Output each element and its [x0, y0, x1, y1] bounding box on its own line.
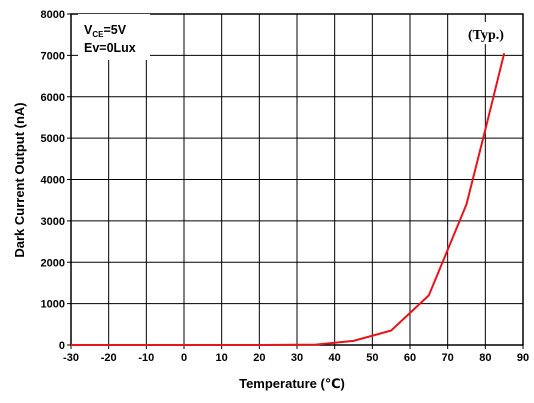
- condition-ev-label: Ev=0Lux: [84, 41, 136, 55]
- x-tick-label: -30: [63, 352, 79, 364]
- x-tick-label: 40: [329, 352, 341, 364]
- series-layer: [71, 53, 506, 346]
- x-tick-label: -10: [138, 352, 154, 364]
- typical-label-background: [464, 22, 520, 44]
- y-tick-label: 1000: [41, 299, 65, 311]
- y-axis-title: Dark Current Output (nA): [12, 102, 27, 257]
- y-tick-label: 5000: [41, 133, 65, 145]
- y-tick-label: 7000: [41, 50, 65, 62]
- y-tick-label: 3000: [41, 216, 65, 228]
- typical-label: (Typ.): [468, 28, 504, 43]
- x-tick-label: 30: [291, 352, 303, 364]
- x-tick-label: 90: [517, 352, 529, 364]
- x-tick-label: 80: [479, 352, 491, 364]
- y-tick-label: 8000: [41, 9, 65, 21]
- x-tick-label: 70: [442, 352, 454, 364]
- x-tick-label: 50: [366, 352, 378, 364]
- axes: -30 -20 -10 0 10 20 30 40 50 60 70 80 90 0 1000 2000 300…: [41, 9, 530, 364]
- grid: [71, 14, 523, 345]
- x-tick-label: 10: [216, 352, 228, 364]
- y-tick-label: 0: [59, 340, 65, 352]
- y-tick-label: 2000: [41, 257, 65, 269]
- x-axis-title: Temperature (℃): [239, 376, 345, 391]
- y-tick-label: 4000: [41, 175, 65, 187]
- condition-label-background: [78, 14, 150, 60]
- x-tick-label: 20: [253, 352, 265, 364]
- x-tick-label: -20: [101, 352, 117, 364]
- y-tick-label: 6000: [41, 92, 65, 104]
- condition-vce-label: VCE=5V: [84, 23, 127, 39]
- dark-current-line: [71, 53, 506, 346]
- x-tick-label: 60: [404, 352, 416, 364]
- x-tick-label: 0: [181, 352, 187, 364]
